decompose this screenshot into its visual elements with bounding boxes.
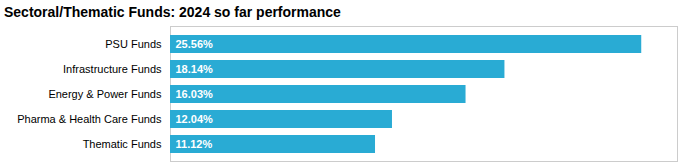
svg-text:18.14%: 18.14%	[176, 63, 214, 75]
svg-text:Infrastructure Funds: Infrastructure Funds	[63, 63, 162, 75]
svg-text:Energy & Power Funds: Energy & Power Funds	[48, 88, 162, 100]
svg-text:11.12%: 11.12%	[176, 138, 213, 150]
svg-text:Thematic Funds: Thematic Funds	[83, 138, 162, 150]
svg-text:12.04%: 12.04%	[176, 113, 214, 125]
svg-text:PSU Funds: PSU Funds	[105, 38, 162, 50]
svg-text:25.56%: 25.56%	[176, 38, 214, 50]
svg-text:16.03%: 16.03%	[176, 88, 214, 100]
svg-text:Pharma & Health Care Funds: Pharma & Health Care Funds	[17, 113, 162, 125]
html-text:Sectoral/Thematic Funds: 2024: Sectoral/Thematic Funds: 2024 so far per…	[4, 4, 341, 20]
